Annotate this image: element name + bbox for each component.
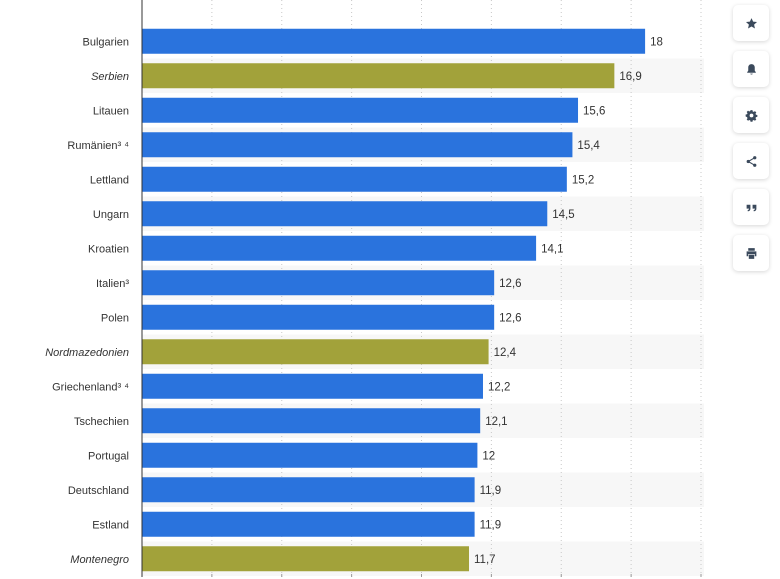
value-label: 11,9 [480, 519, 502, 531]
category-label: Portugal [88, 450, 129, 462]
category-labels: Bulgarien Serbien Litauen Rumänien³ ⁴ Lettla… [45, 36, 129, 566]
print-button[interactable] [733, 235, 769, 271]
value-label: 15,2 [572, 174, 594, 186]
bar[interactable] [142, 132, 573, 158]
share-button[interactable] [733, 143, 769, 179]
bar[interactable] [142, 201, 548, 227]
value-label: 14,5 [552, 209, 574, 221]
side-toolbar [733, 5, 769, 281]
category-label: Tschechien [74, 416, 129, 428]
value-label: 11,9 [480, 485, 502, 497]
category-label: Deutschland [68, 485, 129, 497]
value-label: 12,6 [499, 278, 521, 290]
value-label: 15,4 [577, 140, 600, 152]
category-label: Lettland [90, 174, 129, 186]
value-label: 11,7 [474, 554, 496, 566]
value-label: 18 [650, 36, 663, 48]
share-icon [746, 155, 756, 167]
bar[interactable] [142, 63, 615, 89]
value-label: 16,9 [619, 71, 641, 83]
category-label: Griechenland³ ⁴ [52, 381, 129, 393]
bar[interactable] [142, 97, 579, 123]
category-label: Montenegro [70, 554, 129, 566]
category-label: Litauen [93, 105, 129, 117]
category-label: Serbien [91, 71, 129, 83]
category-label: Bulgarien [83, 36, 129, 48]
category-label: Rumänien³ ⁴ [67, 140, 129, 152]
bar[interactable] [142, 28, 646, 54]
bar-chart: Bulgarien Serbien Litauen Rumänien³ ⁴ Lettla… [45, 0, 702, 577]
quote-icon [746, 204, 756, 211]
value-label: 14,1 [541, 243, 563, 255]
cite-button[interactable] [733, 189, 769, 225]
gear-icon [745, 109, 757, 122]
bar[interactable] [142, 511, 475, 537]
bar[interactable] [142, 477, 475, 503]
value-label: 12 [482, 450, 495, 462]
category-label: Nordmazedonien [45, 347, 129, 359]
bar[interactable] [142, 442, 478, 468]
favorite-button[interactable] [733, 5, 769, 41]
bar[interactable] [142, 546, 470, 572]
bar[interactable] [142, 235, 537, 261]
category-label: Ungarn [93, 209, 129, 221]
value-label: 12,4 [494, 347, 517, 359]
bars [142, 28, 646, 572]
bar[interactable] [142, 270, 495, 296]
settings-button[interactable] [733, 97, 769, 133]
value-label: 12,6 [499, 312, 521, 324]
category-label: Estland [92, 519, 129, 531]
star-icon [745, 17, 757, 28]
category-label: Polen [101, 312, 129, 324]
category-label: Kroatien [88, 243, 129, 255]
bar[interactable] [142, 304, 495, 330]
notification-button[interactable] [733, 51, 769, 87]
print-icon [746, 247, 756, 259]
value-labels: 18 16,9 15,6 15,4 15,2 14,5 14,1 12,6 12,6 12,4 12… [474, 36, 663, 566]
value-label: 12,1 [485, 416, 507, 428]
bar[interactable] [142, 166, 567, 192]
bar[interactable] [142, 339, 489, 365]
bar[interactable] [142, 373, 483, 399]
bar[interactable] [142, 408, 481, 434]
bell-icon [746, 63, 756, 75]
value-label: 12,2 [488, 381, 510, 393]
category-label: Italien³ [96, 278, 129, 290]
value-label: 15,6 [583, 105, 605, 117]
